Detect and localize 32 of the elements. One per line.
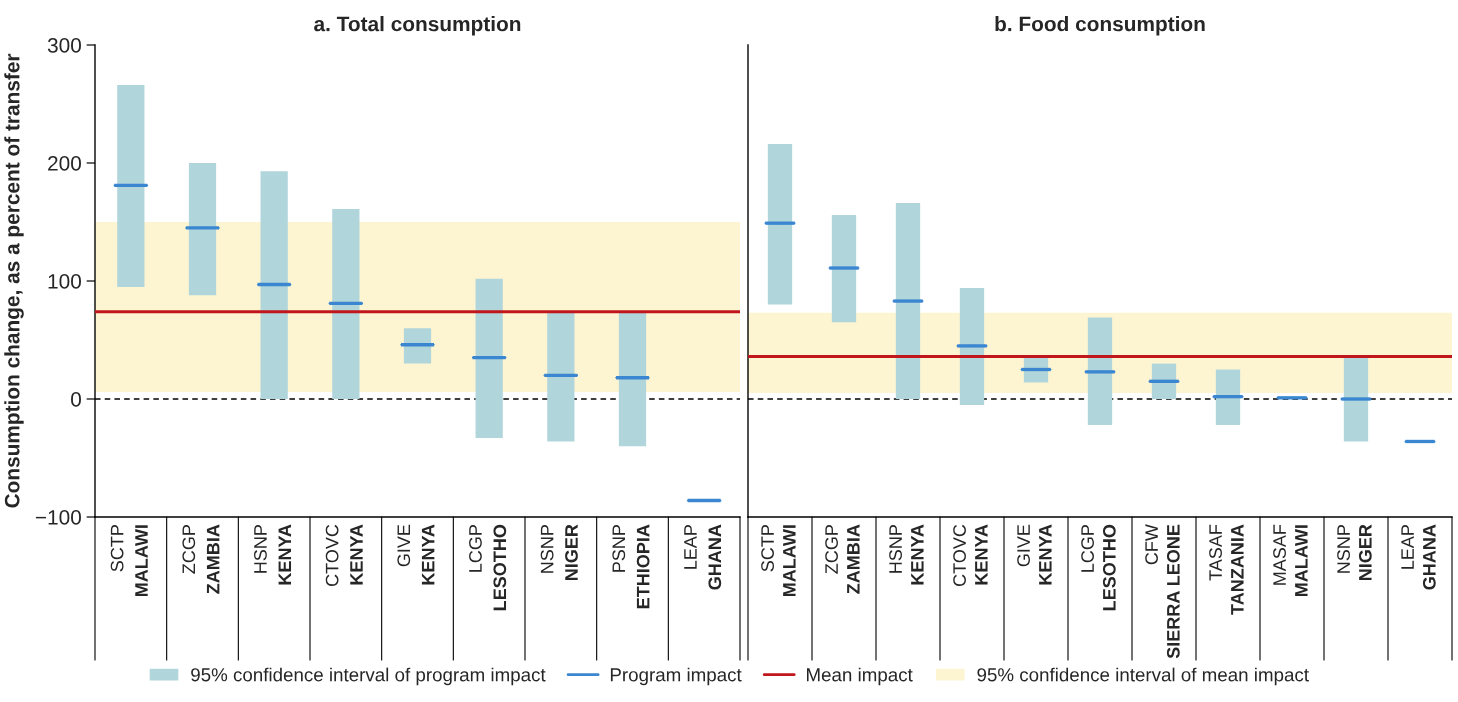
legend-label: 95% confidence interval of mean impact: [977, 667, 1309, 686]
y-tick-label: 0: [71, 392, 81, 407]
x-tick-label: GIVE KENYA: [397, 524, 435, 585]
x-tick-label: SCTP MALAWI: [761, 525, 796, 597]
x-tick-label: CTOVC KENYA: [953, 524, 988, 587]
y-axis-title: Consumption change, as a percent of transfer: [4, 53, 24, 508]
x-tick-label: ZCGP ZAMBIA: [825, 524, 860, 594]
x-tick-label: LEAP GHANA: [684, 524, 722, 590]
x-tick-label: NSNP NIGER: [540, 524, 578, 581]
x-tick-label: ZCGP ZAMBIA: [182, 524, 220, 594]
y-tick-label: 100: [48, 274, 81, 289]
x-tick-label: LCGP LESOTHO: [1081, 524, 1116, 611]
legend-label: 95% confidence interval of program impact: [191, 667, 546, 686]
y-tick-label: −100: [35, 510, 81, 525]
chart-title: a. Total consumption: [314, 16, 521, 36]
y-tick-label: 300: [47, 38, 81, 53]
legend-label: Program impact: [610, 667, 742, 686]
x-tick-label: LCGP LESOTHO: [469, 524, 507, 611]
x-tick-label: TASAF TANZANIA: [1209, 524, 1244, 615]
chart-title: b. Food consumption: [995, 16, 1205, 36]
x-tick-label: MASAF MALAWI: [1273, 524, 1308, 597]
y-tick-label: 200: [48, 156, 81, 171]
x-tick-label: HSNP KENYA: [889, 524, 924, 585]
x-tick-label: GIVE KENYA: [1017, 524, 1052, 585]
x-tick-label: NSNP NIGER: [1337, 524, 1372, 581]
x-tick-label: CFW SIERRA LEONE: [1145, 524, 1180, 659]
x-tick-label: SCTP MALAWI: [110, 525, 148, 597]
x-tick-label: LEAP GHANA: [1401, 524, 1436, 590]
x-tick-label: CTOVC KENYA: [325, 524, 363, 587]
x-tick-label: HSNP KENYA: [254, 524, 292, 585]
x-tick-label: PSNP ETHIOPIA: [612, 524, 650, 609]
legend-label: Mean impact: [806, 667, 913, 686]
